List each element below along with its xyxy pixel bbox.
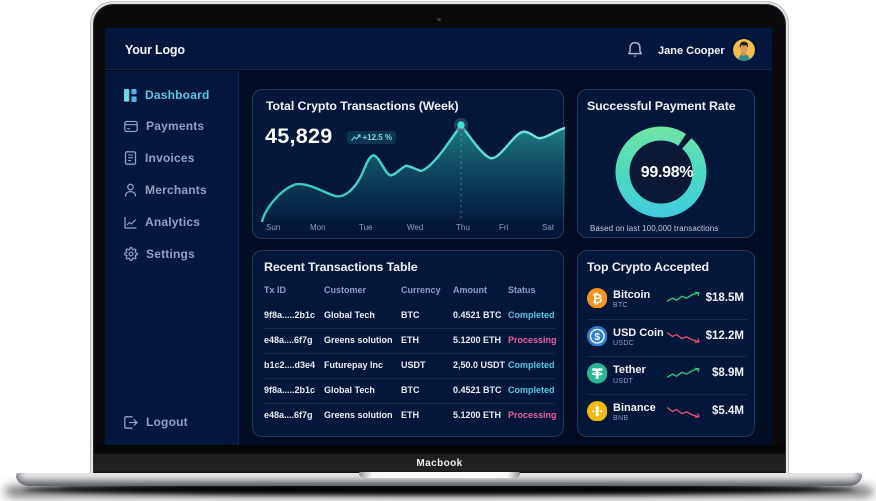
svg-text:₿: ₿ [591,291,602,306]
svg-text:$: $ [594,332,600,343]
